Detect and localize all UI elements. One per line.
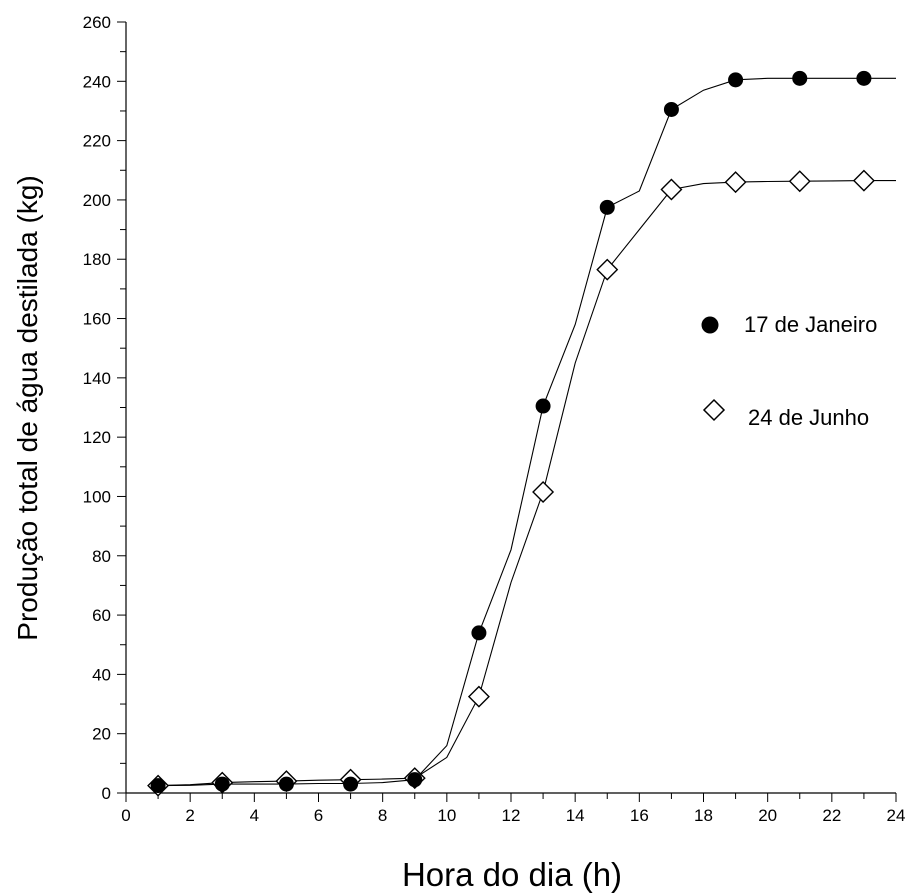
legend-marker-filled-circle bbox=[701, 316, 719, 334]
series-line-24-de-junho bbox=[158, 180, 896, 787]
data-point-17-de-janeiro bbox=[792, 70, 808, 86]
x-tick-label: 22 bbox=[822, 806, 841, 825]
y-tick-label: 240 bbox=[83, 72, 111, 91]
y-tick-label: 0 bbox=[102, 784, 111, 803]
y-tick-label: 200 bbox=[83, 191, 111, 210]
data-point-24-de-junho bbox=[467, 685, 490, 708]
data-point-17-de-janeiro bbox=[663, 101, 679, 117]
tick-labels: 0 2 4 6 8 10 12 14 16 18 20 22 240204060801001201401… bbox=[83, 13, 906, 825]
series-curves bbox=[158, 77, 896, 787]
x-tick-label: 10 bbox=[437, 806, 456, 825]
data-point-24-de-junho bbox=[532, 481, 555, 504]
x-tick-label: 0 bbox=[121, 806, 130, 825]
data-point-17-de-janeiro bbox=[535, 398, 551, 414]
legend-marker-open-diamond bbox=[702, 398, 726, 422]
data-point-24-de-junho bbox=[724, 171, 747, 194]
data-point-17-de-janeiro bbox=[343, 776, 359, 792]
x-tick-label: 18 bbox=[694, 806, 713, 825]
x-tick-label: 20 bbox=[758, 806, 777, 825]
data-point-17-de-janeiro bbox=[407, 772, 423, 788]
data-point-17-de-janeiro bbox=[214, 776, 230, 792]
axes-layer bbox=[117, 21, 897, 802]
data-point-24-de-junho bbox=[596, 258, 619, 281]
y-tick-label: 260 bbox=[83, 13, 111, 32]
data-point-17-de-janeiro bbox=[471, 625, 487, 641]
y-axis-title: Produção total de água destilada (kg) bbox=[12, 175, 43, 640]
x-tick-label: 24 bbox=[887, 806, 906, 825]
y-tick-label: 60 bbox=[92, 606, 111, 625]
data-point-17-de-janeiro bbox=[856, 70, 872, 86]
y-tick-label: 180 bbox=[83, 250, 111, 269]
data-point-24-de-junho bbox=[788, 170, 811, 193]
data-point-24-de-junho bbox=[852, 169, 875, 192]
data-point-17-de-janeiro bbox=[150, 778, 166, 794]
legend-label-24-de-junho: 24 de Junho bbox=[748, 405, 869, 430]
y-tick-label: 140 bbox=[83, 369, 111, 388]
x-tick-label: 6 bbox=[314, 806, 323, 825]
y-tick-label: 100 bbox=[83, 487, 111, 506]
data-point-17-de-janeiro bbox=[599, 199, 615, 215]
y-tick-label: 120 bbox=[83, 428, 111, 447]
x-tick-label: 12 bbox=[502, 806, 521, 825]
y-tick-label: 40 bbox=[92, 665, 111, 684]
x-tick-label: 4 bbox=[250, 806, 259, 825]
x-tick-label: 2 bbox=[185, 806, 194, 825]
legend: 17 de Janeiro 24 de Junho bbox=[701, 312, 877, 430]
y-tick-label: 80 bbox=[92, 547, 111, 566]
y-tick-label: 220 bbox=[83, 132, 111, 151]
y-tick-label: 20 bbox=[92, 725, 111, 744]
data-point-24-de-junho bbox=[660, 178, 683, 201]
x-tick-label: 14 bbox=[566, 806, 585, 825]
series-markers bbox=[147, 70, 875, 797]
x-axis-title: Hora do dia (h) bbox=[402, 856, 622, 893]
data-point-17-de-janeiro bbox=[278, 776, 294, 792]
series-line-17-de-janeiro bbox=[158, 77, 896, 787]
x-tick-label: 16 bbox=[630, 806, 649, 825]
y-tick-label: 160 bbox=[83, 310, 111, 329]
x-tick-label: 8 bbox=[378, 806, 387, 825]
legend-label-17-de-janeiro: 17 de Janeiro bbox=[744, 312, 877, 337]
data-point-17-de-janeiro bbox=[728, 72, 744, 88]
